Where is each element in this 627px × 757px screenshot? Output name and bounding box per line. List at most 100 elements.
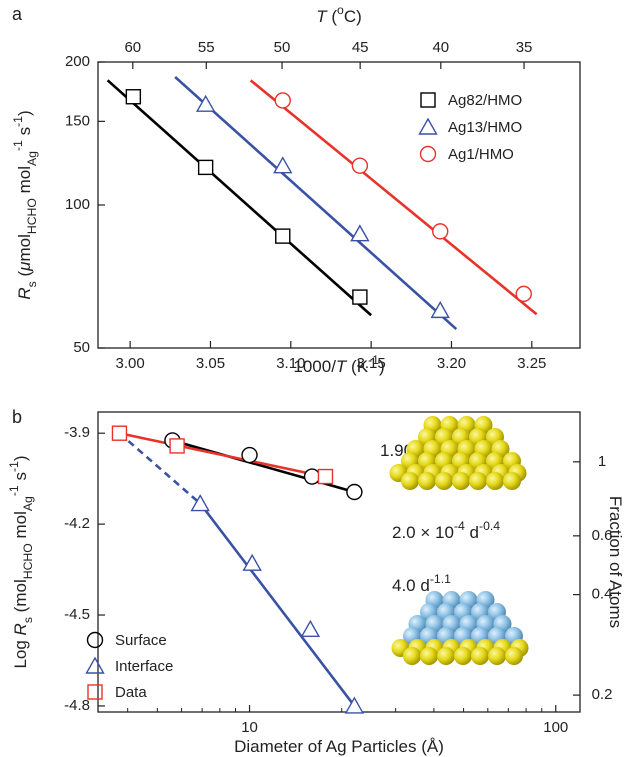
y-axis-label-part: s xyxy=(25,281,39,287)
square-marker xyxy=(87,684,103,700)
circle-marker xyxy=(241,446,258,464)
x-axis-label-part: (K xyxy=(346,357,368,376)
circle-marker xyxy=(432,223,449,240)
cluster-model xyxy=(391,591,529,665)
triangle-marker xyxy=(195,94,216,112)
atom xyxy=(418,472,436,490)
x2-tick-label: 35 xyxy=(516,39,533,56)
y-axis-label-part: Ag xyxy=(25,151,39,166)
square-marker xyxy=(317,468,334,485)
y-axis-label-part: s xyxy=(11,472,30,485)
y-axis-label-part: -1 xyxy=(7,461,21,472)
triangle-marker xyxy=(85,656,105,674)
x-tick-label: 3.05 xyxy=(196,355,225,372)
circle-marker xyxy=(86,631,104,649)
circle-marker xyxy=(351,157,369,174)
cluster-model xyxy=(389,416,527,490)
legend-label: Surface xyxy=(115,632,167,649)
atom xyxy=(435,472,453,490)
y-axis-label-part: R xyxy=(15,287,34,299)
legend-label: Data xyxy=(115,684,147,701)
square-marker xyxy=(197,159,214,176)
circle-marker xyxy=(303,468,321,485)
atom xyxy=(486,472,504,490)
atom xyxy=(503,472,521,490)
atom xyxy=(488,647,506,665)
fit-annotation-part: d xyxy=(465,523,479,542)
x-tick-label: 10 xyxy=(241,719,258,736)
triangle-marker xyxy=(418,117,438,135)
y-axis-label-part: R xyxy=(11,623,30,635)
x2-axis-label-part: T xyxy=(316,7,328,26)
y2-tick-label: 1 xyxy=(598,453,606,470)
y2-axis-label: Fraction of Atoms xyxy=(606,496,625,628)
fit-annotation-part: -0.4 xyxy=(479,519,500,533)
y2-tick-label: 0.2 xyxy=(592,686,613,703)
y-axis-label-part: mol xyxy=(11,511,30,543)
triangle-marker xyxy=(242,553,262,571)
y-tick-label: -4.5 xyxy=(64,606,90,623)
x-tick-label: 3.20 xyxy=(437,355,466,372)
fit-line xyxy=(249,79,538,316)
y-axis-label-part: -1 xyxy=(7,485,21,496)
panel-label: a xyxy=(12,4,23,24)
y-axis-label-part: Log xyxy=(11,635,30,668)
x2-tick-label: 45 xyxy=(352,39,369,56)
y-tick-label: 100 xyxy=(65,196,90,213)
fit-annotation-part: 2.0 × 10 xyxy=(392,523,454,542)
y-tick-label: 200 xyxy=(65,53,90,70)
y-axis-label-part: s xyxy=(15,127,34,140)
x2-tick-label: 50 xyxy=(274,39,291,56)
y-tick-label: -4.2 xyxy=(64,515,90,532)
y2-tick-label: 0.4 xyxy=(592,586,613,603)
x2-tick-label: 55 xyxy=(198,39,215,56)
y-axis-label: Log Rs (molHCHO molAg-1 s-1) xyxy=(7,455,35,668)
fit-line xyxy=(172,439,355,494)
x2-axis-label-part: C) xyxy=(344,7,362,26)
atom xyxy=(420,647,438,665)
y-axis-label-part: -1 xyxy=(11,116,25,127)
circle-marker xyxy=(274,92,291,109)
fit-annotation: 4.0 d-1.1 xyxy=(392,572,451,595)
triangle-marker xyxy=(344,696,365,714)
extrapolation-line xyxy=(118,432,202,505)
y2-axis-label-part: Fraction of Atoms xyxy=(606,496,625,628)
fit-line xyxy=(199,502,356,707)
legend-label: Ag13/HMO xyxy=(448,119,522,136)
triangle-marker xyxy=(190,494,210,512)
square-marker xyxy=(169,438,185,454)
x2-tick-label: 40 xyxy=(432,39,449,56)
fit-line xyxy=(106,79,372,317)
y-axis-label-part: s xyxy=(21,617,35,623)
triangle-marker xyxy=(430,300,450,319)
y-tick-label: -4.8 xyxy=(64,697,90,714)
triangle-marker xyxy=(350,224,370,242)
legend-label: Ag1/HMO xyxy=(448,146,514,163)
x2-axis-label: T (oC) xyxy=(316,3,362,26)
y-tick-label: -3.9 xyxy=(64,424,90,441)
y-axis-label-part: ( xyxy=(15,271,34,282)
x-tick-label: 3.15 xyxy=(357,355,386,372)
y-axis-label-part: mol xyxy=(15,166,34,198)
y-axis-label-part: (mol xyxy=(11,579,30,617)
x-axis-label-part: ) xyxy=(379,357,385,376)
atom xyxy=(471,647,489,665)
atom xyxy=(469,472,487,490)
fit-annotation: 2.0 × 10-4 d-0.4 xyxy=(392,519,500,542)
x2-tick-label: 60 xyxy=(124,39,141,56)
plot-frame xyxy=(97,411,581,713)
fit-annotation-part: 4.0 d xyxy=(392,576,430,595)
x-axis-label-part: -1 xyxy=(368,353,379,367)
x-tick-label: 3.10 xyxy=(276,355,305,372)
x-tick-label: 100 xyxy=(543,719,568,736)
y-axis-label-part: HCHO xyxy=(21,543,35,579)
atom xyxy=(403,647,421,665)
y2-tick-label: 0.6 xyxy=(592,527,613,544)
y-axis-label-part: ) xyxy=(11,455,30,461)
y-axis-label-part: Ag xyxy=(21,496,35,511)
x-tick-label: 3.25 xyxy=(517,355,546,372)
x2-axis-label-part: ( xyxy=(327,7,338,26)
atom xyxy=(505,647,523,665)
circle-marker xyxy=(419,145,437,163)
